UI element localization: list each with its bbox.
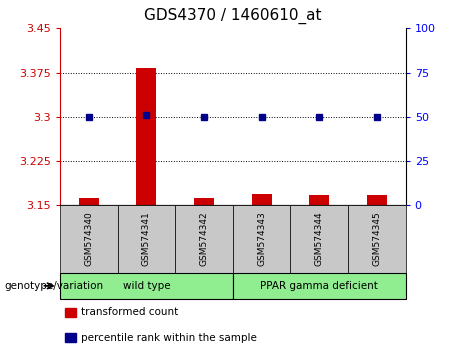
Title: GDS4370 / 1460610_at: GDS4370 / 1460610_at [144, 8, 322, 24]
Text: genotype/variation: genotype/variation [5, 281, 104, 291]
Text: percentile rank within the sample: percentile rank within the sample [81, 333, 257, 343]
Text: PPAR gamma deficient: PPAR gamma deficient [260, 281, 378, 291]
Text: GSM574342: GSM574342 [200, 212, 208, 266]
Bar [79, 198, 99, 205]
Text: GSM574345: GSM574345 [372, 212, 381, 266]
Text: GSM574341: GSM574341 [142, 212, 151, 266]
Bar [252, 194, 272, 205]
Bar [367, 195, 387, 205]
Bar [194, 198, 214, 205]
Bar [136, 68, 156, 205]
Text: GSM574344: GSM574344 [315, 212, 324, 266]
Text: GSM574340: GSM574340 [84, 212, 93, 266]
Bar [309, 195, 329, 205]
Text: GSM574343: GSM574343 [257, 212, 266, 266]
Text: wild type: wild type [123, 281, 170, 291]
Text: transformed count: transformed count [81, 307, 178, 317]
